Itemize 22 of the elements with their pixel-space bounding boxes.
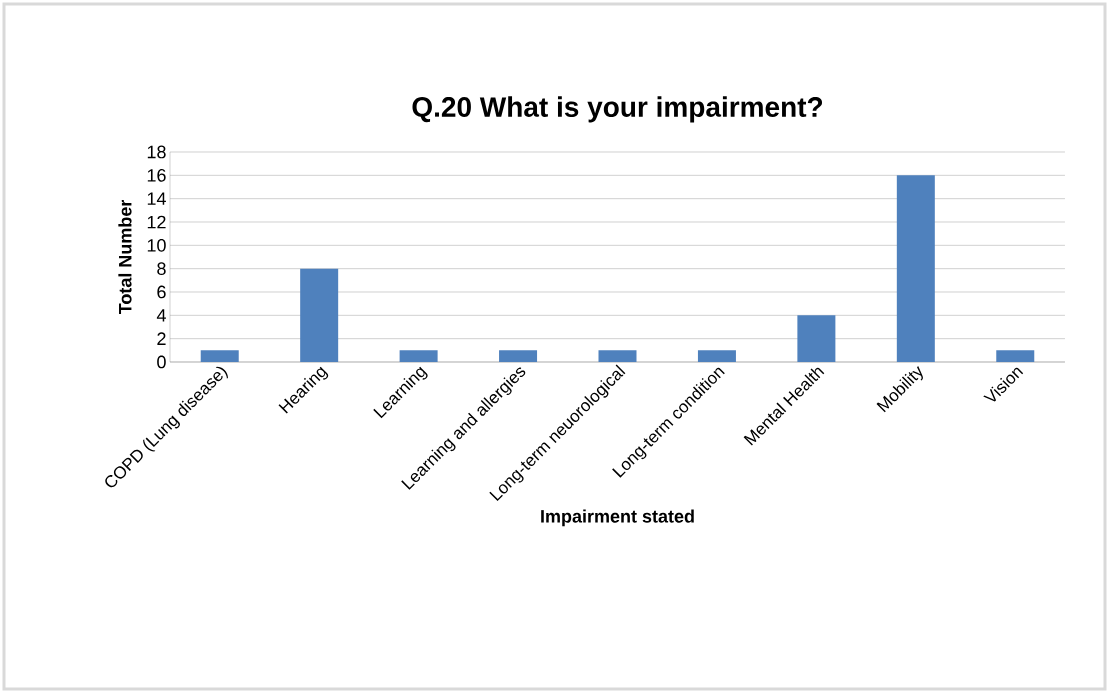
y-tick-label: 18 xyxy=(147,145,166,159)
chart-title: Q.20 What is your impairment? xyxy=(412,96,823,123)
bar xyxy=(797,315,836,362)
bar xyxy=(399,350,438,362)
y-tick-label: 16 xyxy=(147,168,166,182)
y-tick-label: 6 xyxy=(157,285,166,299)
y-tick-label: 8 xyxy=(157,262,166,276)
x-axis-title: Impairment stated xyxy=(541,509,694,527)
y-tick-label: 4 xyxy=(156,309,166,322)
y-tick-label: 14 xyxy=(147,192,166,205)
y-tick-label: 12 xyxy=(147,215,166,229)
bar xyxy=(598,350,637,362)
y-tick-label: 10 xyxy=(147,238,166,252)
y-axis-title: Total Number xyxy=(118,199,132,315)
bar xyxy=(996,350,1035,362)
bar xyxy=(499,350,538,362)
y-tick-label: 2 xyxy=(157,332,166,345)
bar xyxy=(896,175,935,362)
y-tick-label: 0 xyxy=(157,355,166,369)
bar xyxy=(200,350,239,362)
bar xyxy=(300,268,339,362)
bar xyxy=(697,350,736,362)
